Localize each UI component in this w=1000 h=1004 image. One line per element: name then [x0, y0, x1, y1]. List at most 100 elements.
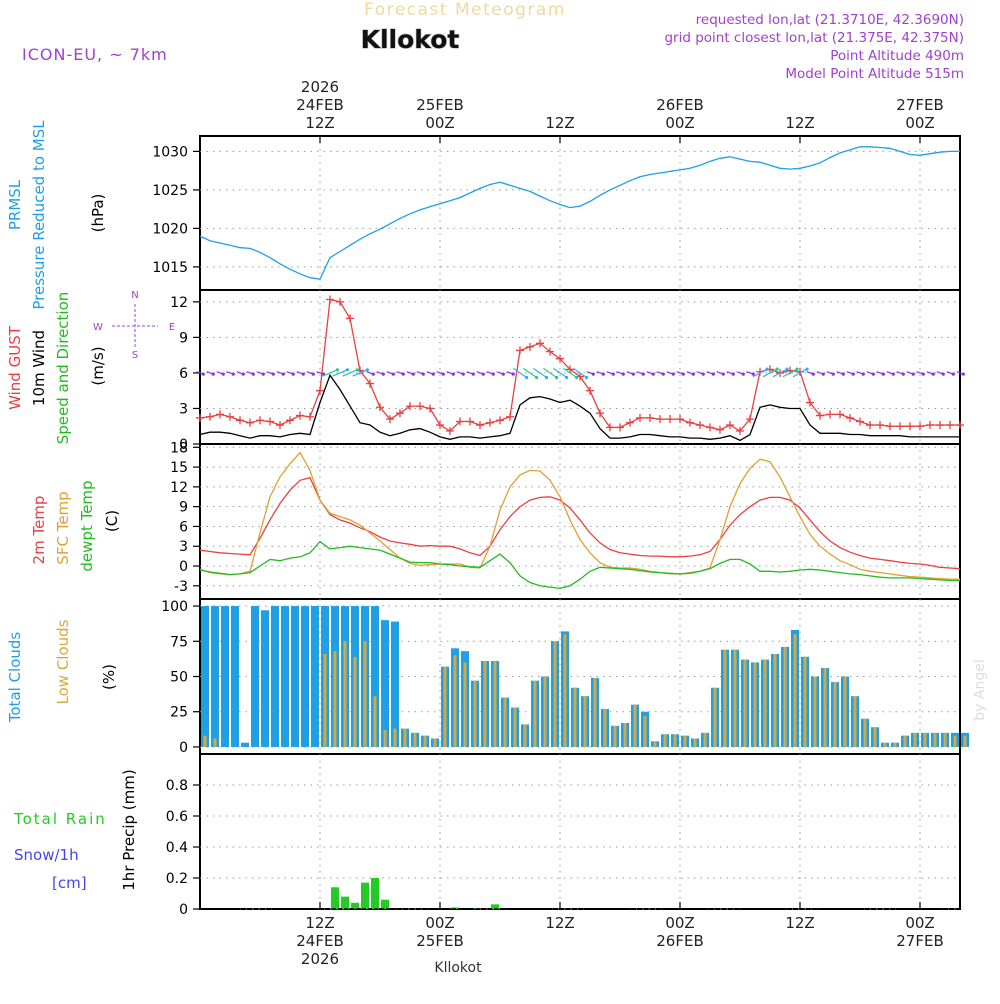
- low-cloud-bar: [433, 738, 437, 747]
- low-cloud-bar: [513, 707, 517, 747]
- gust-marker: [556, 354, 564, 363]
- low-cloud-bar: [763, 659, 767, 747]
- precip-frame: [199, 753, 961, 910]
- wind-arrow-head: [335, 368, 339, 372]
- low-cloud-bar: [473, 680, 477, 747]
- gust-marker: [606, 423, 614, 432]
- low-cloud-bar: [753, 662, 757, 747]
- low-cloud-bar: [613, 725, 617, 747]
- wind-arrow-head: [881, 372, 885, 376]
- gust-marker: [666, 415, 674, 424]
- panel-temperature: -3 0 3 6 9 12 15 18: [170, 440, 961, 600]
- wind-arrow-head: [355, 368, 359, 372]
- bottom-time-label: 25FEB: [416, 932, 463, 950]
- wind-arrow-head: [961, 372, 965, 376]
- low-cloud-bar: [963, 735, 967, 747]
- temp-dewpt-label: dewpt Temp: [78, 480, 96, 571]
- gust-marker: [316, 386, 324, 395]
- low-cloud-bar: [203, 735, 207, 747]
- total-cloud-bar: [281, 606, 289, 747]
- grid-coords: grid point closest lon,lat (21.375E, 42.…: [664, 30, 964, 46]
- wind-arrow-head: [711, 372, 715, 376]
- bottom-time-label: 26FEB: [656, 932, 703, 950]
- gust-marker: [916, 422, 924, 431]
- wind-arrow-head: [491, 372, 495, 376]
- wind-arrow-head: [591, 372, 595, 376]
- panel-pressure: 1015 1020 1025 1030: [152, 135, 961, 291]
- wind-arrow-head: [251, 372, 255, 376]
- gust-marker: [326, 295, 334, 304]
- gust-marker: [896, 422, 904, 431]
- gust-marker: [386, 415, 394, 424]
- wind-arrow-head: [291, 372, 295, 376]
- wind-arrow-head: [365, 368, 369, 372]
- gust-marker: [586, 386, 594, 395]
- y-tick-label: 0.6: [166, 809, 188, 825]
- bottom-time-label: 2026: [301, 950, 339, 968]
- total-cloud-bar: [301, 606, 309, 747]
- gust-marker: [486, 418, 494, 427]
- precip-units: 1hr Precip (mm): [120, 769, 138, 890]
- gust-marker: [526, 342, 534, 351]
- location-title: Kllokot: [361, 25, 460, 54]
- wind-arrow-head: [421, 372, 425, 376]
- low-cloud-bar: [383, 730, 387, 747]
- gust-marker: [826, 410, 834, 419]
- compass-n: N: [131, 290, 138, 301]
- gust-marker: [946, 421, 954, 430]
- low-cloud-bar: [743, 659, 747, 747]
- wind-arrow-head: [221, 372, 225, 376]
- gust-marker: [676, 415, 684, 424]
- gust-marker: [716, 425, 724, 434]
- wind-arrow-head: [565, 375, 569, 380]
- low-cloud-bar: [323, 653, 327, 747]
- y-tick-label: 75: [170, 634, 188, 650]
- wind-arrow-head: [231, 372, 235, 376]
- wind-arrow-head: [701, 372, 705, 376]
- wind-arrow-head: [681, 372, 685, 376]
- series-line-sfc-temp: [199, 451, 960, 580]
- wind-arrow-head: [921, 372, 925, 376]
- low-cloud-bar: [783, 646, 787, 747]
- wind-arrow-head: [861, 372, 865, 376]
- y-tick-label: 6: [179, 366, 188, 382]
- wind-arrow-head: [585, 375, 589, 380]
- wind-direction-arrows: [196, 367, 965, 380]
- low-cloud-bar: [843, 676, 847, 747]
- rain-bar: [341, 896, 349, 909]
- compass-rose: N S W E: [93, 290, 175, 361]
- wind-arrow-head: [535, 375, 539, 380]
- top-time-label: 00Z: [905, 114, 934, 132]
- total-cloud-bar: [391, 621, 399, 747]
- y-tick-label: 0.8: [166, 778, 188, 794]
- gust-marker: [566, 365, 574, 374]
- low-cloud-bar: [723, 649, 727, 747]
- gust-marker: [446, 426, 454, 435]
- top-time-label: 2026: [301, 78, 339, 96]
- series-line-2m-temp: [199, 476, 961, 570]
- wind-arrow-head: [471, 372, 475, 376]
- series-line-wind-gust: [199, 298, 960, 432]
- low-cloud-bar: [713, 687, 717, 747]
- top-time-label: 27FEB: [896, 96, 943, 114]
- total-clouds-label: Total Clouds: [6, 632, 24, 724]
- wind-arrow-head: [951, 372, 955, 376]
- wind-arrow-head: [765, 367, 769, 371]
- top-time-label: 12Z: [785, 114, 814, 132]
- wind-arrow-head: [345, 368, 349, 372]
- wind-arrow-head: [821, 372, 825, 376]
- wind-arrow-head: [651, 372, 655, 376]
- wind-arrow: [513, 367, 527, 378]
- wind-arrow-head: [211, 372, 215, 376]
- low-cloud-bar: [533, 680, 537, 747]
- gust-marker: [846, 413, 854, 422]
- pressure-units: (hPa): [89, 194, 107, 233]
- wind-arrow-head: [641, 372, 645, 376]
- total-cloud-bar: [251, 606, 259, 747]
- gust-marker: [216, 410, 224, 419]
- pressure-label-prmsl: PRMSL: [6, 179, 24, 230]
- y-tick-label: 0.2: [166, 871, 188, 887]
- y-tick-label: 3: [179, 539, 188, 555]
- low-cloud-bar: [633, 704, 637, 747]
